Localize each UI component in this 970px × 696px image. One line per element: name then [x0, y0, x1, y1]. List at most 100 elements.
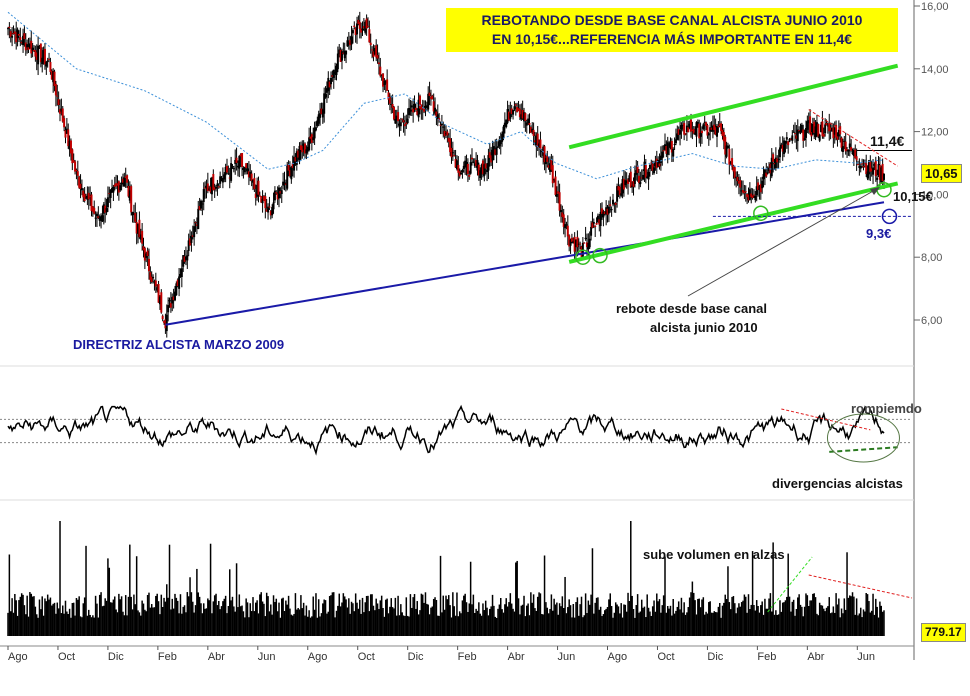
candle-body [227, 173, 230, 175]
candle-body [403, 124, 406, 127]
candle-body [731, 158, 734, 167]
candle-body [609, 204, 612, 206]
candle-body [127, 186, 130, 197]
candle-body [260, 196, 263, 203]
candle-body [124, 176, 127, 179]
candle-body [112, 186, 115, 193]
candle-body [809, 116, 812, 133]
candle-body [184, 256, 187, 260]
candle-body [226, 166, 228, 173]
candle-body [87, 192, 90, 200]
candle-body [365, 18, 368, 29]
candle-body [115, 183, 118, 187]
headline-box: REBOTANDO DESDE BASE CANAL ALCISTA JUNIO… [446, 8, 898, 52]
candle-body [799, 130, 802, 133]
candle-body [350, 36, 353, 45]
candle-body [510, 108, 513, 115]
candle-body [869, 162, 872, 172]
candle-body [63, 118, 66, 128]
candle-body [423, 108, 426, 112]
candle-body [476, 160, 479, 171]
candle-body [249, 172, 252, 178]
candle-body [706, 125, 709, 136]
candle-body [773, 163, 776, 165]
candle-body [640, 177, 643, 179]
candle-body [317, 114, 320, 124]
candle-body [22, 35, 25, 46]
candle-body [435, 111, 438, 117]
candle-body [844, 141, 847, 152]
candle-body [564, 224, 567, 229]
candle-body [428, 92, 431, 97]
candle-body [342, 52, 345, 54]
candle-body [232, 168, 235, 170]
candle-body [85, 197, 88, 199]
candle-body [847, 149, 850, 152]
candle-body [356, 23, 359, 35]
candle-body [822, 133, 825, 137]
candle-body [776, 158, 779, 163]
divergencias-label: divergencias alcistas [772, 476, 903, 491]
candle-body [783, 140, 786, 154]
candle-body [283, 182, 286, 185]
candle-body [61, 108, 64, 122]
candle-body [622, 178, 625, 190]
candle-body [618, 186, 621, 195]
candle-body [152, 276, 155, 279]
candle-body [657, 159, 660, 167]
candle-body [314, 127, 317, 131]
candle-body [310, 134, 313, 143]
candle-body [413, 103, 416, 110]
candle-body [497, 146, 500, 148]
candle-body [457, 164, 460, 173]
candle-body [607, 206, 610, 214]
candle-body [12, 33, 15, 35]
candle-body [679, 130, 682, 135]
candle-body [138, 219, 141, 238]
candle-body [343, 50, 346, 59]
candle-body [198, 206, 201, 210]
candle-body [366, 25, 369, 27]
candle-body [595, 222, 598, 225]
candle-body [349, 39, 352, 46]
candle-body [104, 205, 107, 213]
candle-body [149, 272, 152, 280]
candle-body [390, 103, 393, 106]
candle-body [319, 113, 322, 118]
candle-body [242, 168, 245, 170]
candle-body [833, 127, 836, 135]
candle-body [120, 182, 123, 185]
candle-body [69, 140, 72, 154]
candle-body [243, 167, 246, 173]
candle-body [320, 108, 323, 115]
candle-body [752, 194, 755, 196]
candle-body [726, 145, 729, 149]
candle-body [253, 177, 256, 190]
candle-body [357, 19, 360, 25]
candle-body [758, 185, 761, 191]
candle-body [16, 29, 19, 39]
candle-body [194, 222, 197, 224]
support-circle [753, 205, 769, 221]
x-tick-label: Jun [258, 651, 276, 663]
candle-body [68, 140, 71, 150]
candle-body [52, 71, 55, 83]
candle-body [38, 46, 41, 49]
candle-body [666, 142, 669, 155]
candle-body [698, 123, 701, 139]
axes: 6,00 8,00 10,00 12,00 14,00 16,00 Ago Oct Dic Feb… [0, 0, 949, 663]
candle-body [43, 48, 46, 65]
candle-body [167, 305, 170, 313]
candle-body [826, 125, 829, 127]
candle-body [265, 209, 268, 212]
candle-body [23, 33, 26, 40]
candle-body [632, 180, 635, 187]
candle-body [721, 129, 724, 136]
candle-body [705, 122, 708, 126]
candle-body [276, 193, 279, 200]
candle-body [798, 130, 801, 132]
divergence-ellipse [826, 413, 900, 463]
candle-body [191, 235, 194, 237]
candle-body [187, 240, 190, 251]
candle-body [408, 107, 411, 116]
